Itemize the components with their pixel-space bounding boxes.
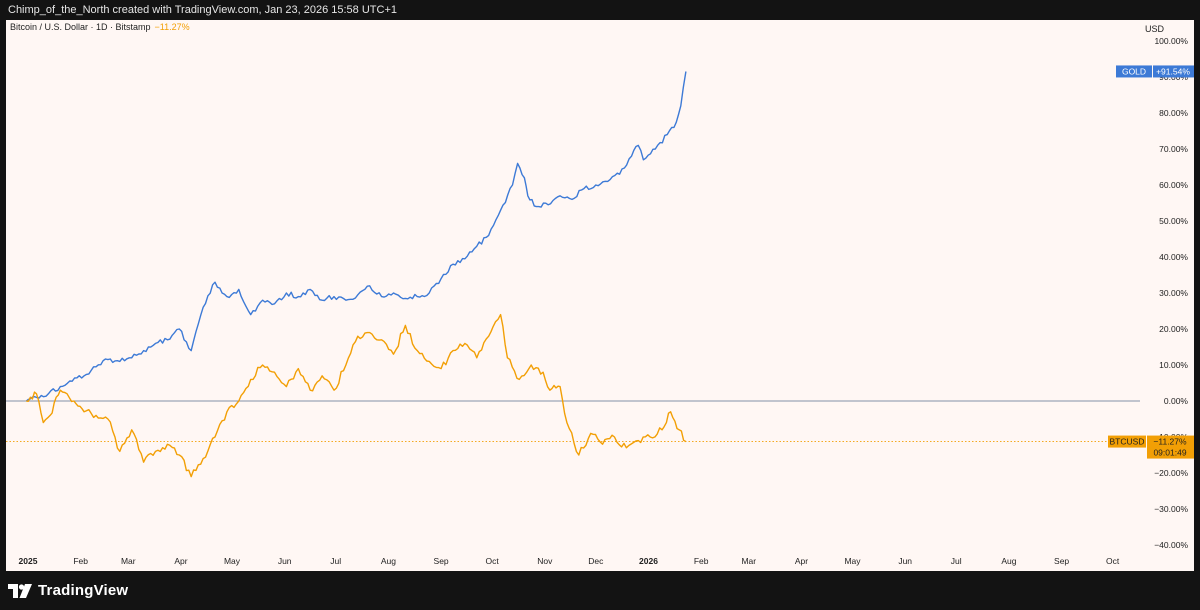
- x-tick-label: May: [844, 556, 861, 566]
- x-tick-label: May: [224, 556, 241, 566]
- legend-symbol: Bitcoin / U.S. Dollar · 1D · Bitstamp: [10, 22, 151, 32]
- tradingview-wordmark: TradingView: [38, 582, 129, 599]
- btcusd-value-tag: [1147, 435, 1194, 459]
- x-tick-label: Dec: [588, 556, 604, 566]
- gold-series-line[interactable]: [25, 71, 687, 402]
- y-tick-label: 100.00%: [1154, 36, 1188, 46]
- x-tick-label: 2026: [639, 556, 658, 566]
- x-tick-label: Feb: [694, 556, 709, 566]
- y-tick-label: 10.00%: [1159, 360, 1188, 370]
- tradingview-logo-icon: [8, 583, 32, 598]
- x-tick-label: Mar: [741, 556, 756, 566]
- y-tick-label: 80.00%: [1159, 108, 1188, 118]
- btcusd-name-tag: [1108, 435, 1146, 448]
- x-tick-label: Mar: [121, 556, 136, 566]
- gold-value-tag-text: +91.54%: [1156, 66, 1190, 76]
- x-tick-label: Apr: [174, 556, 187, 566]
- y-tick-label: 50.00%: [1159, 216, 1188, 226]
- x-tick-label: Jul: [951, 556, 962, 566]
- currency-label[interactable]: USD: [1144, 24, 1164, 34]
- attribution-text: Chimp_of_the_North created with TradingV…: [8, 4, 397, 16]
- chart-canvas[interactable]: 100.00%90.00%80.00%70.00%60.00%50.00%40.…: [6, 20, 1194, 571]
- x-tick-label: Nov: [537, 556, 553, 566]
- x-tick-label: Sep: [1054, 556, 1069, 566]
- x-tick-label: Feb: [73, 556, 88, 566]
- chart-legend[interactable]: Bitcoin / U.S. Dollar · 1D · Bitstamp −11…: [10, 22, 190, 32]
- footer-bar: TradingView: [0, 571, 1200, 610]
- x-tick-label: Jul: [330, 556, 341, 566]
- x-tick-label: Oct: [485, 556, 499, 566]
- x-tick-label: Apr: [795, 556, 808, 566]
- y-tick-label: 30.00%: [1159, 288, 1188, 298]
- x-tick-label: Oct: [1106, 556, 1120, 566]
- y-tick-label: 40.00%: [1159, 252, 1188, 262]
- attribution-header: Chimp_of_the_North created with TradingV…: [0, 0, 1200, 20]
- x-tick-label: Aug: [381, 556, 396, 566]
- x-tick-label: Aug: [1001, 556, 1016, 566]
- btcusd-name-tag-text: BTCUSD: [1110, 437, 1145, 447]
- gold-value-tag: [1153, 65, 1194, 78]
- y-tick-label: 20.00%: [1159, 324, 1188, 334]
- btcusd-value-tag-text: −11.27%: [1153, 437, 1187, 447]
- btcusd-series-line[interactable]: [26, 313, 687, 478]
- x-tick-label: 2025: [19, 556, 38, 566]
- y-tick-label: 60.00%: [1159, 180, 1188, 190]
- tradingview-logo[interactable]: TradingView: [8, 582, 128, 599]
- y-axis: 100.00%90.00%80.00%70.00%60.00%50.00%40.…: [1154, 36, 1188, 550]
- btcusd-countdown-text: 09:01:49: [1153, 448, 1186, 458]
- gold-name-tag-text: GOLD: [1122, 66, 1146, 76]
- legend-change: −11.27%: [154, 22, 190, 32]
- y-tick-label: 70.00%: [1159, 144, 1188, 154]
- chart-area[interactable]: 100.00%90.00%80.00%70.00%60.00%50.00%40.…: [6, 20, 1194, 571]
- y-tick-label: −30.00%: [1154, 504, 1188, 514]
- y-tick-label: −40.00%: [1154, 540, 1188, 550]
- gold-name-tag: [1116, 65, 1152, 78]
- y-tick-label: 0.00%: [1164, 396, 1189, 406]
- x-tick-label: Sep: [434, 556, 449, 566]
- x-tick-label: Jun: [278, 556, 292, 566]
- price-tags: GOLD +91.54% BTCUSD −11.27%09:01:49: [1108, 65, 1194, 459]
- x-axis: 2025 Feb Mar Apr May Jun Jul Aug Sep Oct Nov Dec 202…: [19, 556, 1120, 566]
- y-tick-label: −20.00%: [1154, 468, 1188, 478]
- x-tick-label: Jun: [898, 556, 912, 566]
